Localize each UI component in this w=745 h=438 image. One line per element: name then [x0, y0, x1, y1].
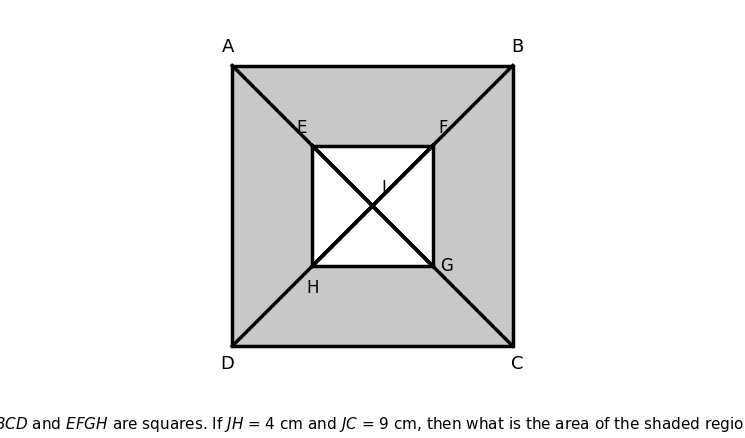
Text: D: D	[221, 355, 235, 374]
Polygon shape	[232, 266, 513, 346]
Polygon shape	[232, 66, 312, 346]
Text: E: E	[297, 119, 306, 137]
Text: $\it{ABCD}$ and $\it{EFGH}$ are squares. If $\it{JH}$ = 4 cm and $\it{JC}$ = 9 c: $\it{ABCD}$ and $\it{EFGH}$ are squares.…	[0, 415, 745, 434]
Text: G: G	[440, 257, 453, 275]
Polygon shape	[312, 145, 433, 266]
Polygon shape	[433, 66, 513, 346]
Text: A: A	[221, 38, 234, 57]
Text: H: H	[306, 279, 318, 297]
Text: B: B	[511, 38, 524, 57]
Text: C: C	[511, 355, 524, 374]
Text: F: F	[439, 119, 448, 137]
Polygon shape	[232, 66, 513, 145]
Text: J: J	[382, 180, 387, 198]
